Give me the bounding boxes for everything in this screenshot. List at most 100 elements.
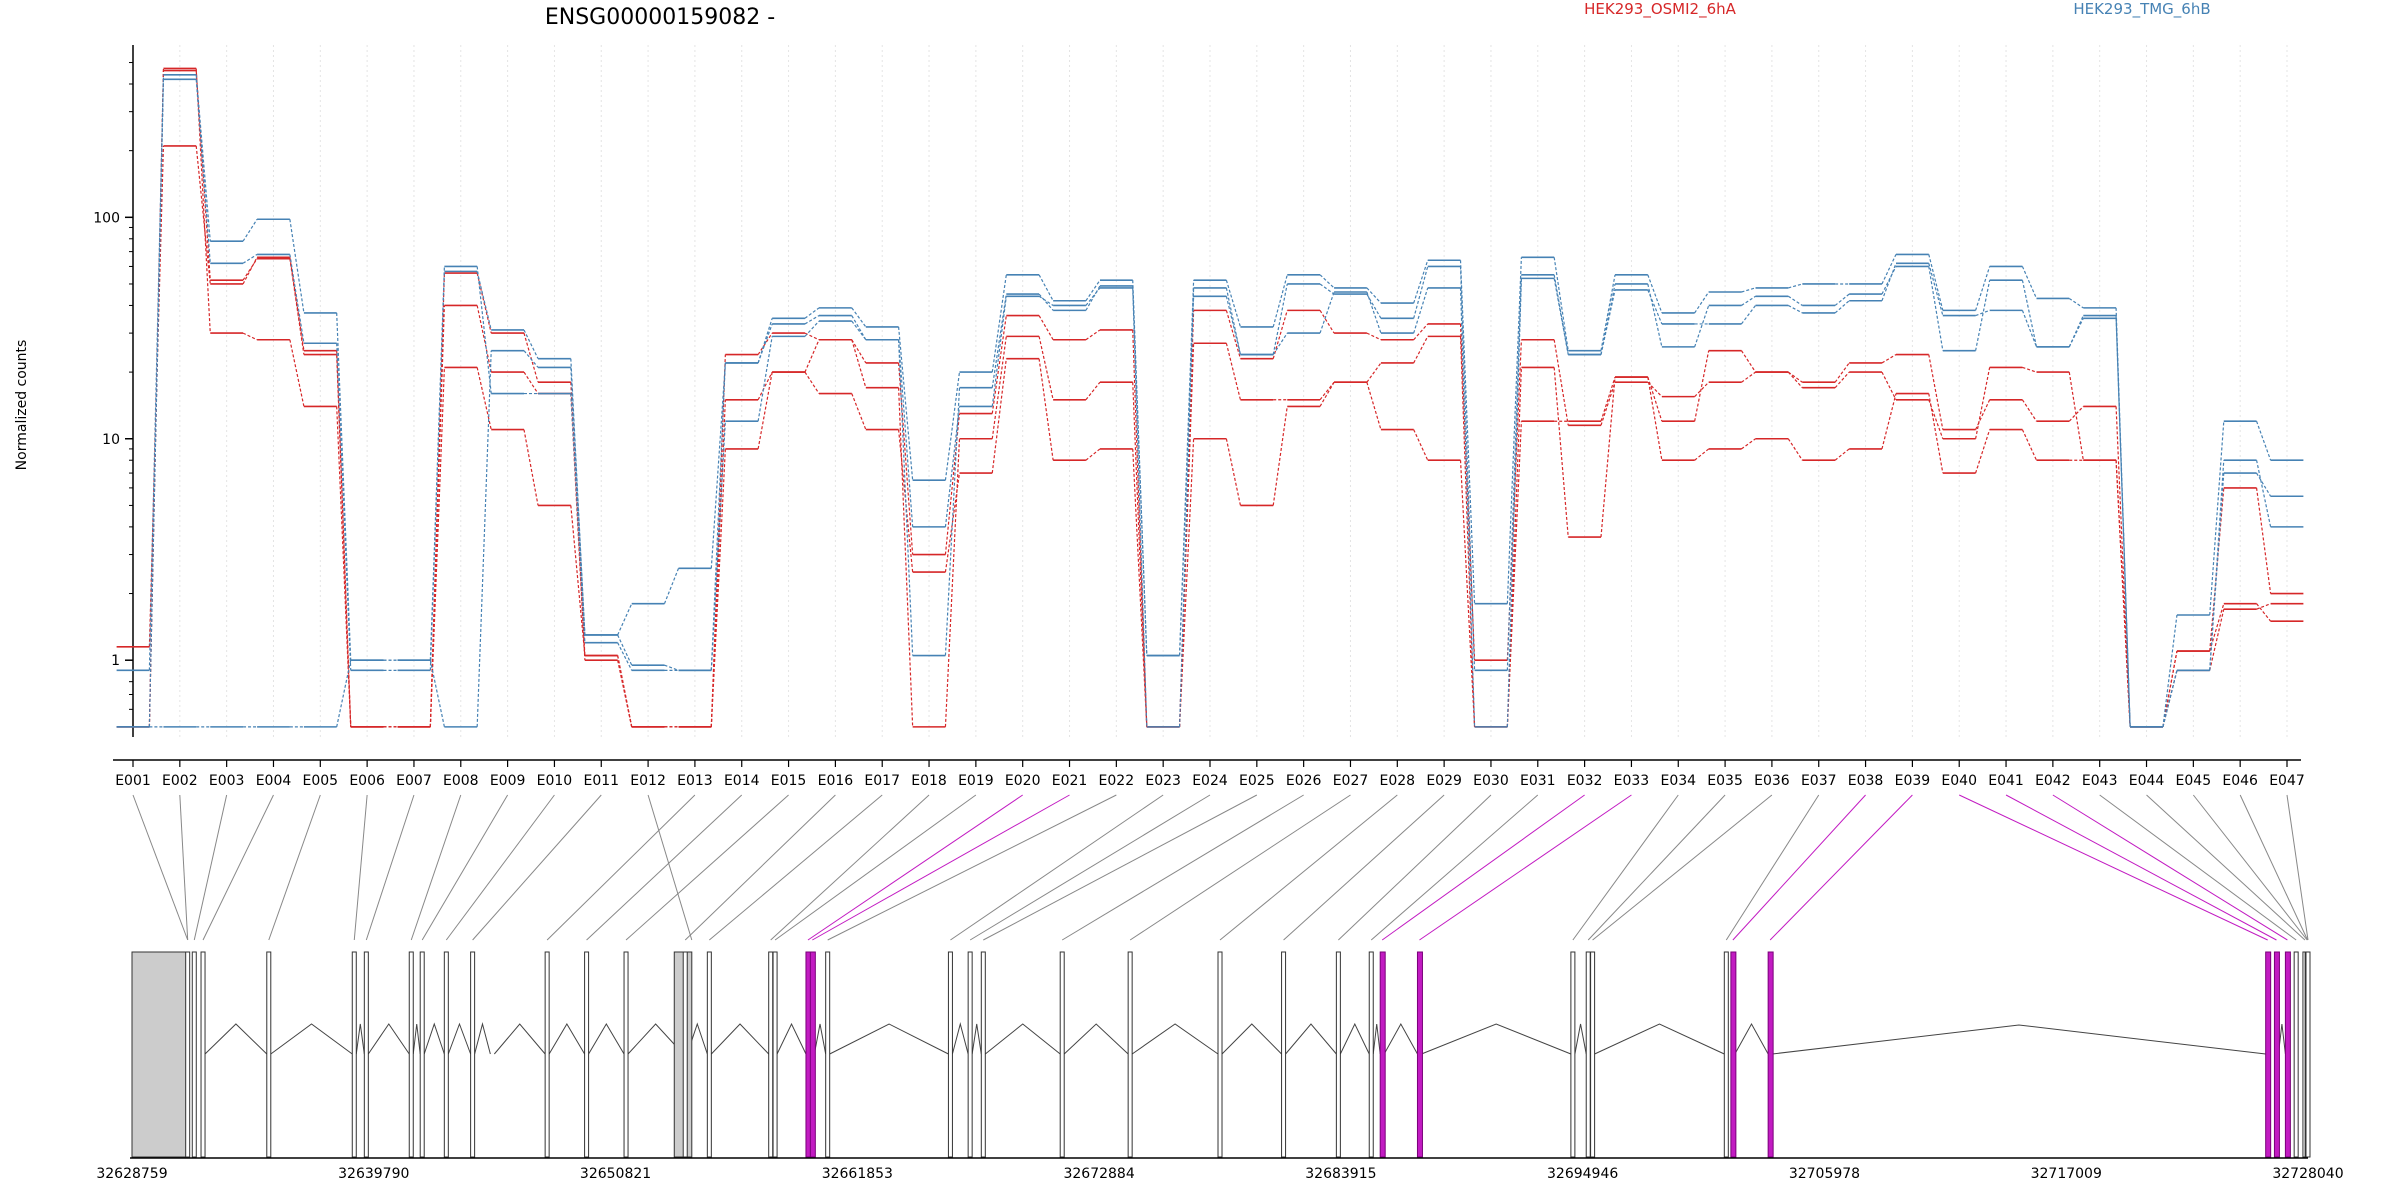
series-4-link (1881, 254, 1897, 285)
series-2-link (1553, 367, 1569, 538)
series-6-link (991, 296, 1007, 407)
x-tick-label-E017: E017 (864, 773, 900, 789)
connector-E039 (1769, 794, 1913, 941)
intron-4 (204, 1023, 268, 1055)
x-tick-label-E037: E037 (1801, 773, 1837, 789)
x-tick-label-E031: E031 (1520, 773, 1556, 789)
x-tick-label-E035: E035 (1707, 773, 1743, 789)
series-5-link (664, 664, 679, 671)
series-3-link (617, 655, 633, 727)
connector-E009 (421, 794, 509, 941)
genomic-tick-label-32650821: 32650821 (580, 1166, 651, 1182)
series-3-link (1506, 421, 1522, 727)
exon-E024 (967, 951, 973, 1158)
gene-model (131, 951, 2311, 1158)
series-5-link (476, 350, 492, 727)
x-tick-label-E023: E023 (1145, 773, 1181, 789)
series-5-link (336, 660, 352, 727)
y-tick-label-100: 100 (93, 210, 120, 226)
exon-E005 (266, 951, 272, 1158)
genomic-tick-label-32639790: 32639790 (338, 1166, 409, 1182)
series-6-link (1085, 287, 1101, 306)
series-2-link (289, 258, 305, 355)
series-4-link (476, 271, 492, 331)
series-4-link (336, 312, 352, 661)
series-2-link (2256, 603, 2271, 610)
exon-E013 (544, 951, 550, 1158)
intron-28 (1221, 1023, 1282, 1055)
series-2-link (2209, 609, 2225, 671)
series-4-link (1225, 280, 1242, 328)
x-tick-label-E026: E026 (1286, 773, 1322, 789)
legend-item-osmi2: HEK293_OSMI2_6hA (1584, 0, 1737, 19)
series-1-link (1741, 371, 1756, 383)
x-tick-label-E030: E030 (1473, 773, 1509, 789)
exon-E023 (947, 951, 953, 1158)
series-2-link (1085, 381, 1101, 401)
series-3-link (1787, 438, 1803, 461)
series-1-link (991, 315, 1007, 414)
series-6-link (1600, 289, 1616, 355)
genomic-tick-label-32683915: 32683915 (1305, 1166, 1376, 1182)
series-2-link (1881, 371, 1897, 401)
x-tick-label-E036: E036 (1754, 773, 1790, 789)
series-6-link (1553, 278, 1569, 355)
series-3-link (1225, 438, 1242, 506)
exon-E031 (1368, 951, 1374, 1158)
series-5-link (617, 634, 633, 666)
genomic-axis: 32628759 32639790 32650821 32661853 32672884… (96, 1157, 2344, 1182)
intron-9 (423, 1022, 445, 1055)
series-2-link (429, 273, 445, 727)
series-1-link (1600, 382, 1616, 426)
series-1-link (476, 305, 492, 373)
series-6-link (1366, 291, 1382, 334)
series-4-link (663, 568, 680, 604)
series-5-link (2162, 670, 2178, 728)
series-3-link (2115, 460, 2131, 727)
series-6-link (1740, 305, 1757, 325)
series-6-link (2256, 472, 2272, 497)
connector-E047 (2286, 794, 2309, 941)
series-5-link (1272, 283, 1288, 355)
exon-E002 (185, 951, 191, 1158)
intron-5 (270, 1023, 353, 1055)
series-6-link (1319, 291, 1335, 334)
x-tick-label-E011: E011 (583, 773, 619, 789)
exon-E032 (1379, 951, 1386, 1158)
intron-13 (548, 1023, 586, 1055)
intron-38 (1734, 1022, 1769, 1055)
y-tick-label-1: 1 (111, 653, 120, 669)
series-6-link (476, 266, 492, 394)
exon-E021 (809, 951, 816, 1158)
exon-E006 (351, 951, 357, 1158)
connector-E045 (2192, 794, 2308, 941)
intron-12 (493, 1023, 546, 1055)
series-2-link (1459, 336, 1476, 727)
x-axis: E001 E002 E003 E004 E005 E006 E007 E008 E009 E010… (113, 759, 2305, 789)
x-tick-label-E046: E046 (2222, 773, 2258, 789)
connector-E020 (807, 794, 1023, 941)
series-3-link (1694, 448, 1710, 461)
connector-E018 (770, 794, 930, 941)
series-3-link (757, 371, 773, 450)
intron-17 (710, 1023, 770, 1055)
exon-E042 (2284, 951, 2291, 1158)
connector-E008 (410, 794, 462, 941)
connector-E021 (812, 794, 1070, 941)
intron-27 (1131, 1023, 1219, 1055)
series-2-link (1740, 350, 1757, 373)
x-tick-label-E042: E042 (2035, 773, 2071, 789)
series-3-link (2255, 487, 2272, 594)
connector-E023 (950, 794, 1164, 941)
series-6-link (429, 266, 445, 671)
series-4-link (289, 219, 305, 314)
connector-E017 (709, 794, 883, 941)
series-6-link (710, 362, 726, 671)
x-tick-label-E003: E003 (209, 773, 245, 789)
series-3-link (1600, 376, 1616, 422)
series-3-link (1413, 429, 1429, 461)
series-3-link (2162, 650, 2178, 727)
series-4-link (1553, 257, 1569, 351)
series-3-link (1834, 448, 1850, 461)
series-1-link (336, 350, 352, 727)
